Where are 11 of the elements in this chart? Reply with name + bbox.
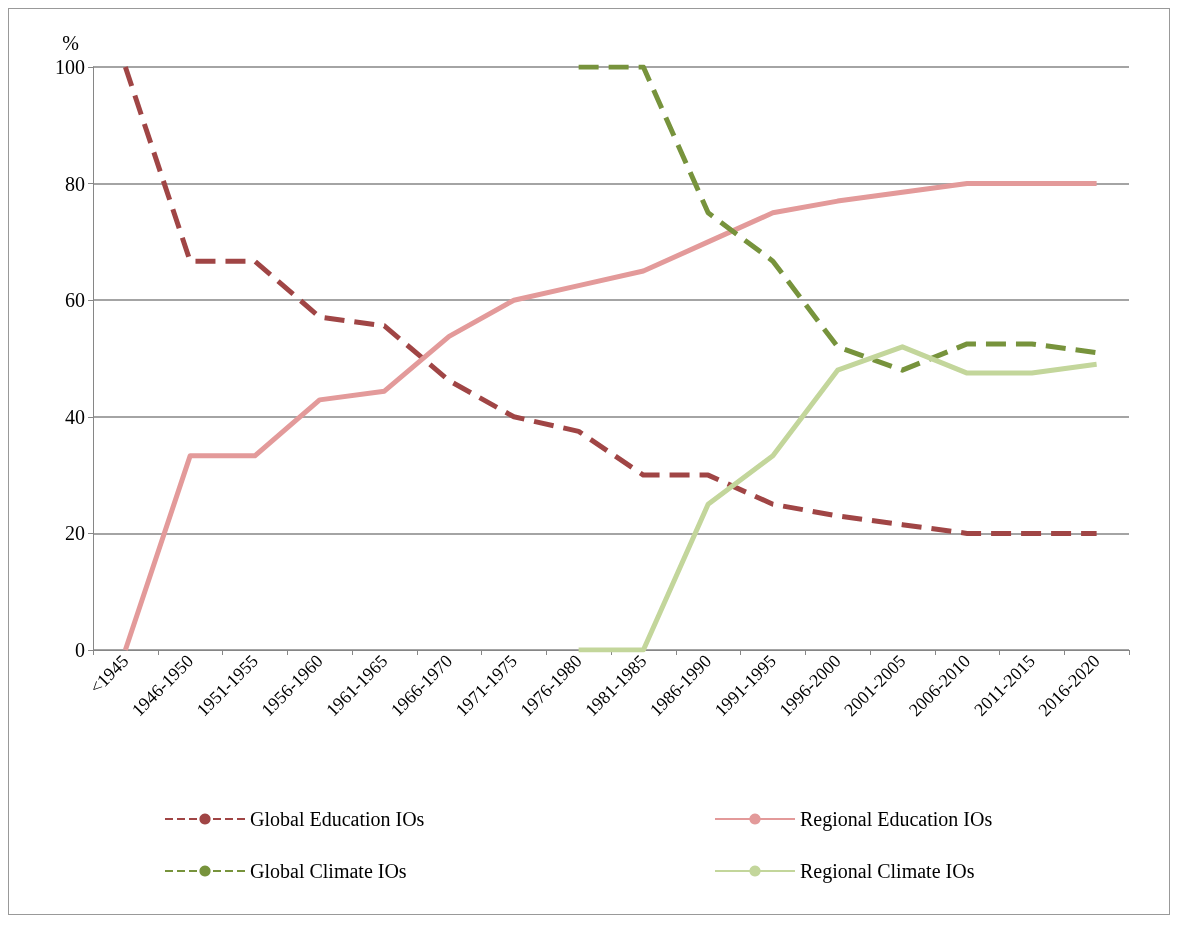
y-tick-label: 20 [65, 522, 85, 545]
legend-label: Global Education IOs [250, 808, 425, 830]
legend-label: Regional Education IOs [800, 808, 993, 831]
y-axis-title: % [62, 32, 79, 54]
y-tick-label: 80 [65, 172, 85, 195]
y-tick-label: 0 [75, 639, 85, 661]
y-tick-label: 60 [65, 289, 85, 312]
legend-label: Regional Climate IOs [800, 860, 975, 883]
legend-label: Global Climate IOs [250, 860, 407, 882]
y-tick-label: 40 [65, 405, 85, 428]
y-tick-label: 100 [55, 56, 85, 78]
